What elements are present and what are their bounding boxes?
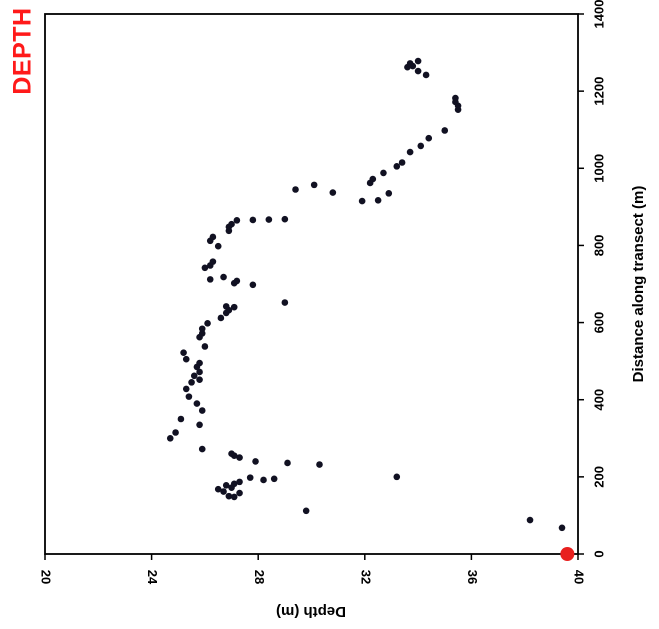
data-point (302, 507, 310, 515)
data-point (209, 233, 217, 241)
data-point (230, 493, 238, 501)
data-point (201, 343, 209, 350)
data-point (425, 134, 433, 142)
x-tick-label: 1200 (591, 77, 606, 106)
data-point (209, 258, 217, 265)
data-point (166, 434, 174, 442)
data-point (422, 71, 430, 79)
data-point (220, 273, 227, 281)
data-point (196, 376, 203, 383)
data-point (182, 385, 190, 393)
x-tick-label: 400 (591, 389, 606, 411)
y-tick-label: 20 (39, 570, 54, 584)
data-point (228, 220, 235, 228)
data-point (385, 190, 393, 197)
data-point (252, 458, 259, 465)
data-point (196, 368, 203, 376)
data-point (230, 480, 238, 488)
data-point (284, 459, 291, 467)
data-point (398, 159, 406, 166)
data-point (406, 60, 414, 67)
data-point (222, 303, 230, 310)
data-point (214, 485, 222, 493)
data-point (369, 175, 377, 183)
data-point (558, 524, 566, 532)
data-point (292, 186, 299, 193)
y-tick-label: 24 (145, 570, 160, 585)
data-point (246, 474, 254, 481)
data-point (198, 330, 206, 337)
data-point (414, 57, 422, 65)
data-point (217, 314, 225, 322)
data-point (310, 181, 318, 189)
data-point (222, 482, 230, 489)
data-point (214, 242, 222, 250)
x-tick-label: 600 (591, 312, 606, 334)
data-point (230, 303, 238, 311)
data-point (374, 197, 382, 204)
data-point (393, 473, 401, 481)
data-point (281, 215, 289, 223)
data-point (198, 407, 206, 414)
data-point (249, 216, 257, 224)
data-point (441, 127, 449, 134)
y-tick-label: 40 (572, 570, 587, 584)
data-point (452, 94, 459, 102)
data-point (172, 429, 179, 436)
data-point (180, 349, 187, 356)
data-point (233, 277, 241, 285)
data-point (198, 445, 206, 453)
data-point (393, 163, 401, 170)
x-axis-title: Distance along transect (m) (630, 186, 647, 383)
x-tick-label: 1400 (591, 0, 606, 28)
y-axis-title: Depth (m) (276, 603, 346, 620)
data-point (198, 325, 206, 333)
data-point (177, 415, 185, 423)
data-point (249, 281, 257, 289)
x-tick-label: 800 (591, 235, 606, 257)
data-point (182, 355, 190, 363)
y-tick-label: 28 (252, 570, 267, 584)
data-point (358, 197, 366, 205)
data-point (414, 67, 422, 75)
data-point (193, 400, 201, 407)
data-point (526, 516, 534, 524)
x-tick-label: 1000 (591, 154, 606, 183)
data-point (196, 359, 203, 367)
data-point (329, 189, 337, 196)
data-point (380, 169, 387, 177)
data-point (281, 299, 289, 306)
x-tick-label: 0 (591, 550, 606, 557)
y-tick-label: 32 (358, 570, 373, 584)
data-point (236, 489, 243, 497)
data-point (201, 264, 209, 272)
data-point (188, 379, 195, 386)
data-point (236, 454, 243, 461)
data-point (236, 478, 243, 486)
data-point (270, 475, 278, 483)
y-tick-label: 36 (465, 570, 480, 584)
x-tick-label: 200 (591, 466, 606, 488)
data-point (265, 216, 273, 223)
data-point (406, 148, 414, 156)
data-point (225, 492, 233, 500)
data-point (316, 461, 323, 468)
data-point (204, 320, 211, 327)
data-point (260, 476, 267, 484)
data-point (190, 372, 198, 380)
highlight-point (560, 547, 575, 561)
data-point (233, 217, 241, 224)
data-point (417, 142, 425, 150)
data-point (220, 488, 227, 495)
data-point (206, 276, 214, 283)
data-point (185, 393, 193, 400)
data-point (196, 421, 203, 429)
plot-frame (44, 13, 579, 555)
data-point (228, 450, 235, 458)
